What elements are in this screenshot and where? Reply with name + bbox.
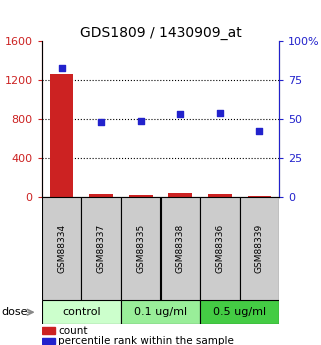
Bar — [42, 197, 81, 300]
Bar — [42, 327, 55, 334]
Text: 0.5 ug/ml: 0.5 ug/ml — [213, 307, 266, 317]
Bar — [200, 197, 240, 300]
Point — [217, 110, 222, 116]
Text: control: control — [62, 307, 100, 317]
Text: count: count — [58, 326, 88, 335]
Text: GSM88339: GSM88339 — [255, 224, 264, 273]
Point — [138, 118, 143, 123]
Bar — [81, 197, 121, 300]
Text: GSM88338: GSM88338 — [176, 224, 185, 273]
Text: dose: dose — [2, 307, 28, 317]
Bar — [247, 196, 271, 197]
Bar — [129, 195, 152, 197]
Text: GSM88336: GSM88336 — [215, 224, 224, 273]
Bar — [169, 193, 192, 197]
Title: GDS1809 / 1430909_at: GDS1809 / 1430909_at — [80, 26, 241, 40]
Bar — [89, 194, 113, 197]
Point — [178, 112, 183, 117]
Text: percentile rank within the sample: percentile rank within the sample — [58, 336, 234, 345]
Bar — [160, 197, 200, 300]
Point — [257, 129, 262, 134]
Text: GSM88334: GSM88334 — [57, 224, 66, 273]
Text: 0.1 ug/ml: 0.1 ug/ml — [134, 307, 187, 317]
Text: GSM88337: GSM88337 — [97, 224, 106, 273]
Point — [59, 65, 64, 71]
Bar — [200, 300, 279, 324]
Bar — [50, 75, 74, 197]
Bar — [240, 197, 279, 300]
Point — [99, 119, 104, 125]
Bar — [121, 300, 200, 324]
Text: GSM88335: GSM88335 — [136, 224, 145, 273]
Bar — [42, 338, 55, 344]
Bar — [208, 194, 232, 197]
Bar — [121, 197, 160, 300]
Bar — [42, 300, 121, 324]
